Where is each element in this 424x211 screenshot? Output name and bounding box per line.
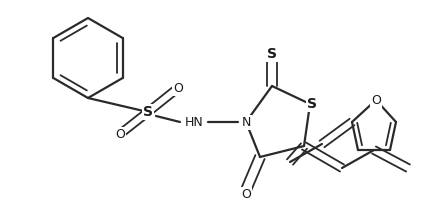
Text: N: N <box>241 115 251 128</box>
Text: O: O <box>241 188 251 200</box>
Text: O: O <box>173 81 183 95</box>
Text: S: S <box>267 47 277 61</box>
Text: HN: HN <box>184 115 204 128</box>
Text: S: S <box>307 97 317 111</box>
Text: O: O <box>371 93 381 107</box>
Text: O: O <box>115 127 125 141</box>
Text: S: S <box>143 105 153 119</box>
